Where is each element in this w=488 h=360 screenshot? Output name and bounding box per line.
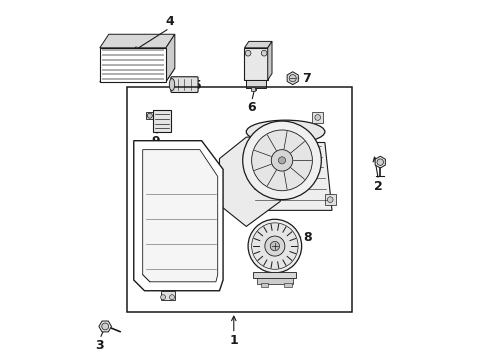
- Text: 7: 7: [301, 72, 310, 85]
- Polygon shape: [100, 34, 175, 48]
- Circle shape: [270, 242, 279, 251]
- Circle shape: [160, 295, 165, 300]
- Bar: [102, 54, 164, 56]
- Bar: [126, 87, 351, 312]
- Polygon shape: [374, 156, 385, 168]
- Polygon shape: [142, 150, 217, 282]
- Circle shape: [326, 197, 332, 203]
- Polygon shape: [100, 68, 175, 82]
- Bar: [102, 59, 164, 61]
- Circle shape: [247, 219, 301, 273]
- Circle shape: [314, 114, 320, 120]
- Bar: [102, 49, 164, 51]
- Polygon shape: [246, 143, 331, 210]
- Text: 3: 3: [95, 339, 104, 352]
- Bar: [250, 87, 254, 91]
- Bar: [257, 278, 292, 284]
- Bar: [153, 111, 170, 132]
- Circle shape: [169, 295, 174, 300]
- Bar: [102, 78, 164, 80]
- Circle shape: [288, 75, 296, 82]
- Text: 9: 9: [151, 135, 159, 148]
- Text: 2: 2: [373, 180, 382, 193]
- Bar: [102, 64, 164, 66]
- Polygon shape: [267, 41, 271, 80]
- Circle shape: [271, 150, 292, 171]
- Circle shape: [376, 159, 383, 165]
- Polygon shape: [219, 137, 280, 226]
- FancyBboxPatch shape: [171, 77, 198, 93]
- Text: 1: 1: [229, 334, 238, 347]
- Polygon shape: [99, 321, 111, 332]
- Bar: [146, 112, 154, 119]
- Bar: [324, 194, 335, 205]
- Polygon shape: [165, 34, 175, 82]
- Circle shape: [242, 121, 321, 200]
- Polygon shape: [134, 141, 223, 291]
- Circle shape: [102, 323, 108, 330]
- Text: 4: 4: [165, 15, 174, 28]
- Bar: [102, 69, 164, 71]
- Text: 8: 8: [303, 231, 311, 244]
- Circle shape: [251, 130, 312, 191]
- Ellipse shape: [169, 78, 174, 91]
- Ellipse shape: [246, 120, 324, 143]
- Circle shape: [261, 50, 266, 56]
- Circle shape: [278, 157, 285, 164]
- Bar: [312, 112, 323, 123]
- Bar: [260, 283, 268, 287]
- Circle shape: [251, 223, 298, 269]
- Circle shape: [264, 236, 285, 256]
- Text: 5: 5: [192, 79, 201, 92]
- Text: 6: 6: [247, 102, 255, 114]
- Bar: [283, 283, 291, 287]
- Bar: [160, 291, 175, 300]
- Bar: [253, 272, 296, 278]
- Bar: [102, 73, 164, 76]
- Polygon shape: [244, 41, 271, 48]
- Bar: [246, 80, 265, 88]
- Circle shape: [244, 50, 250, 56]
- Bar: [244, 48, 267, 80]
- Circle shape: [147, 113, 152, 118]
- Polygon shape: [100, 48, 165, 82]
- Polygon shape: [286, 72, 298, 85]
